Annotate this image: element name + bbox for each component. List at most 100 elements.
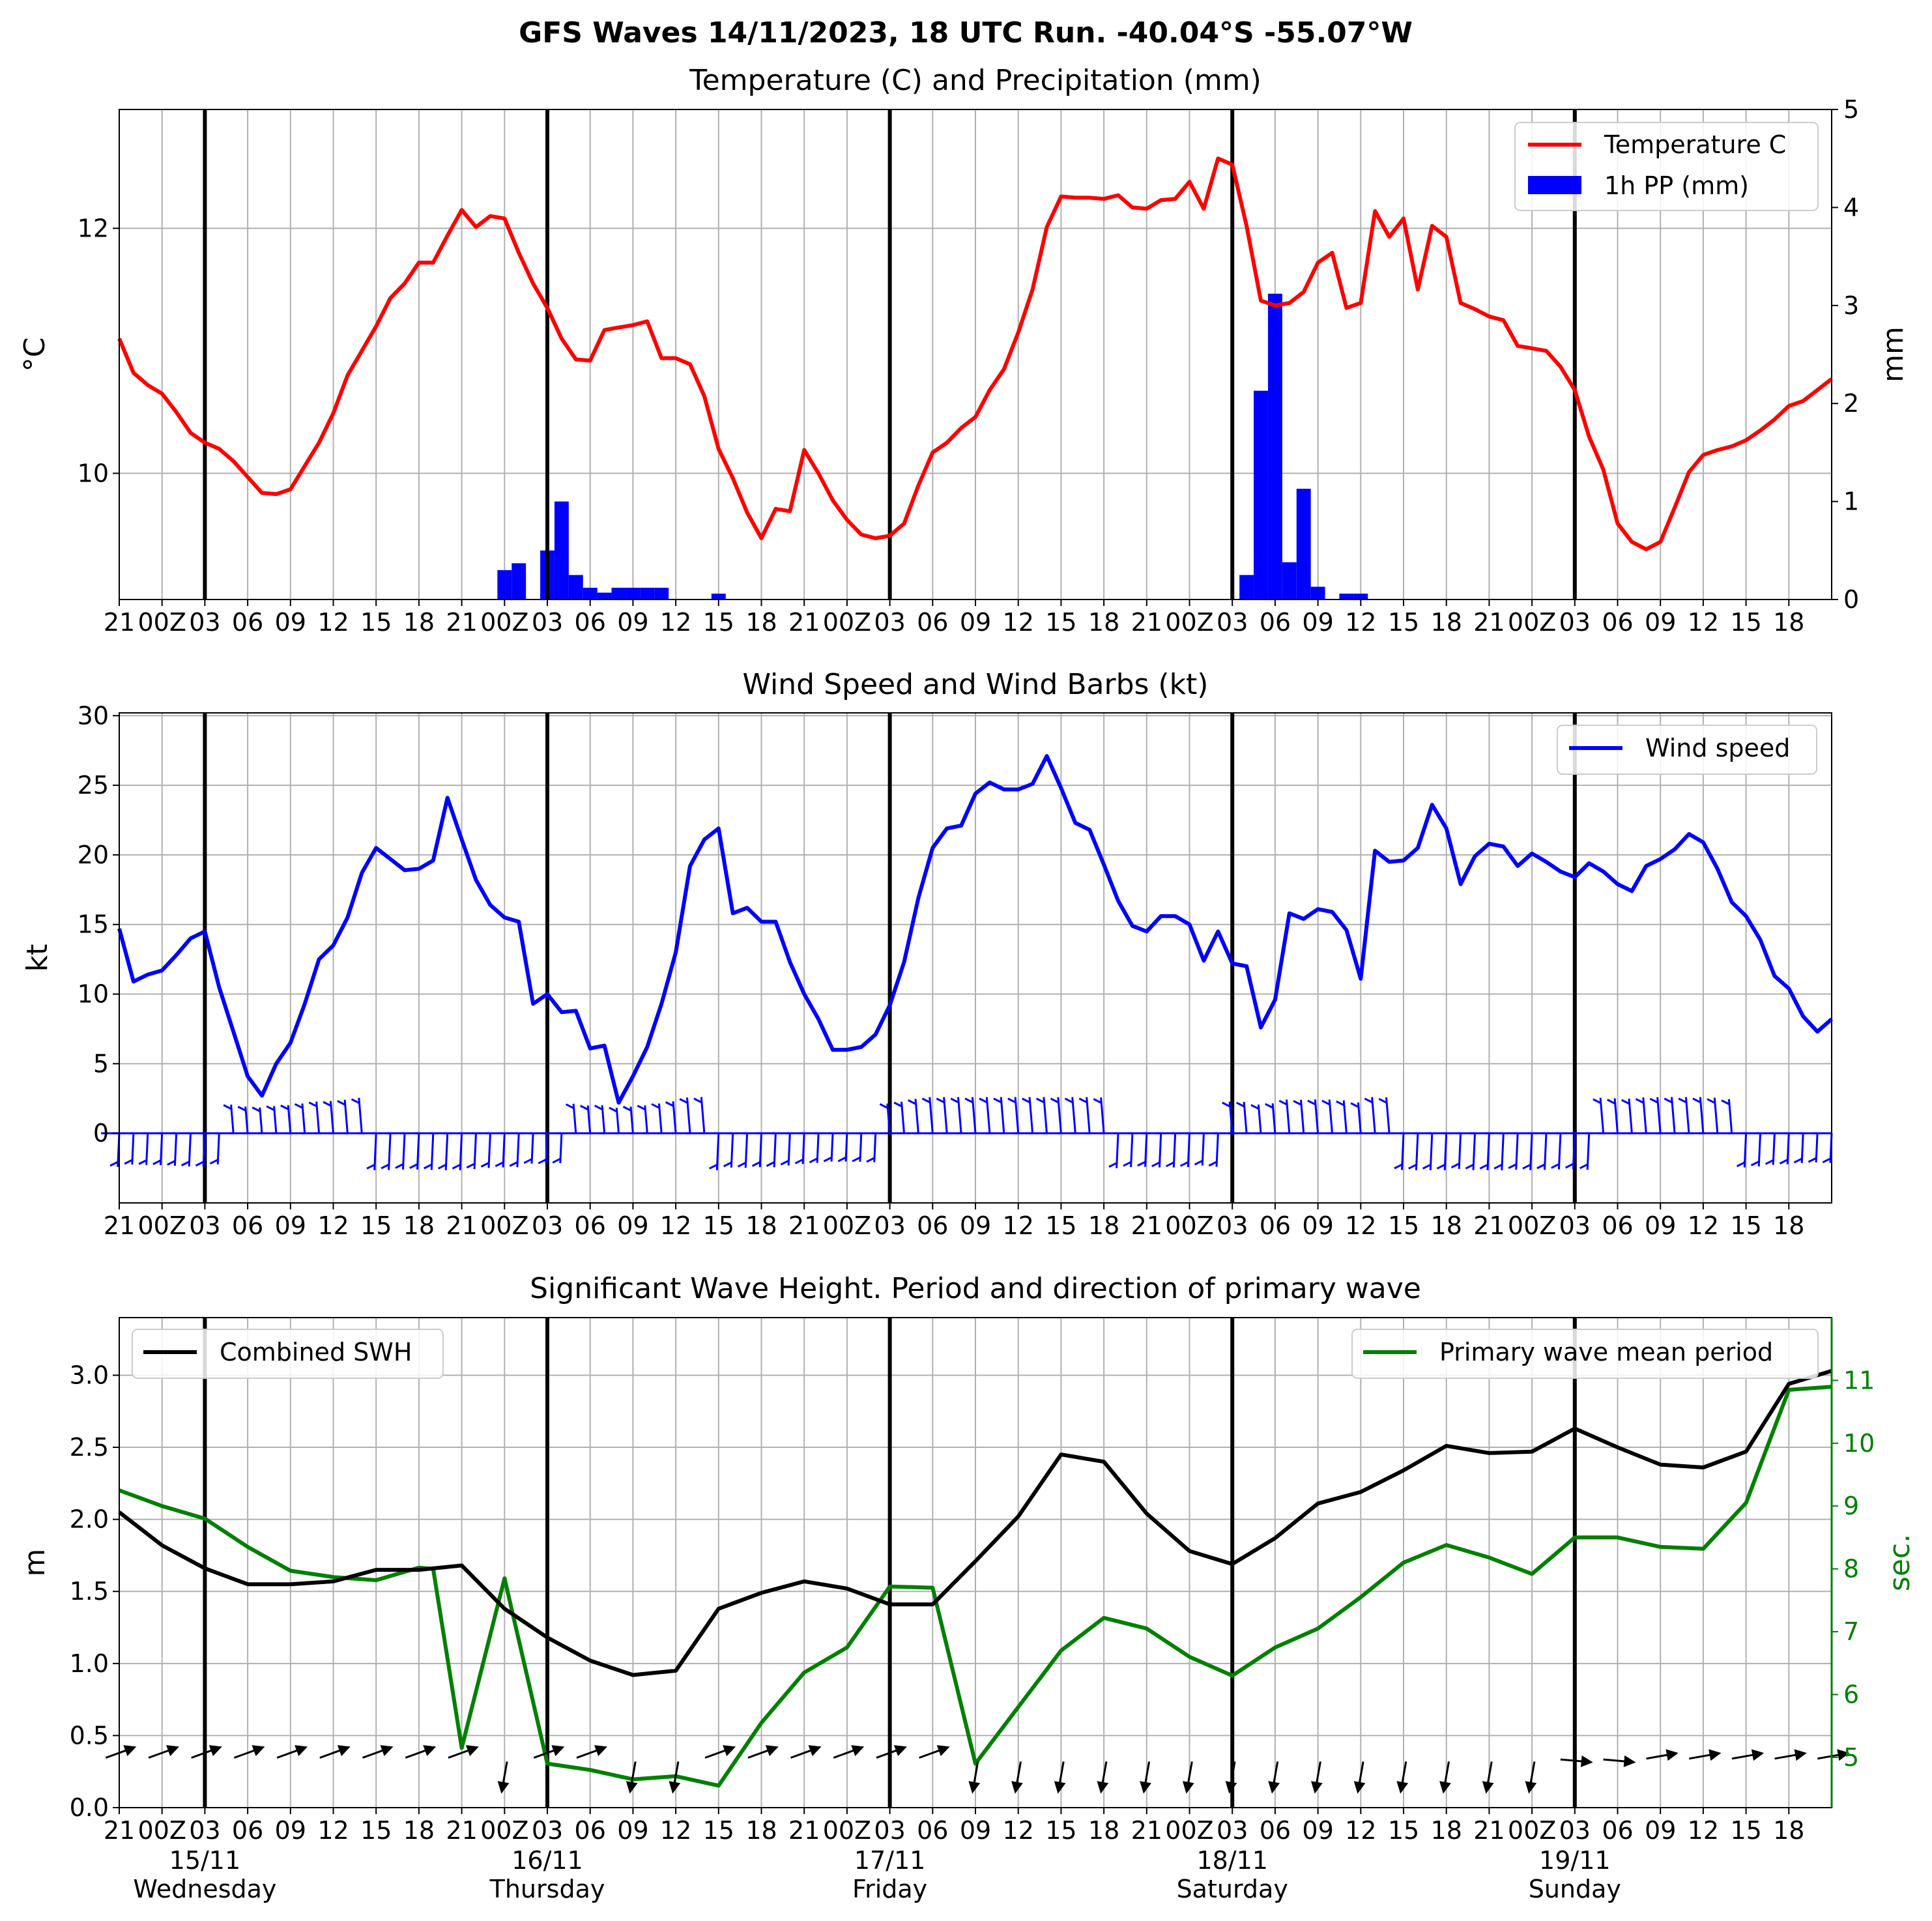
wave-direction-arrow xyxy=(105,1745,137,1759)
precip-bar xyxy=(711,593,726,599)
legend-precip-swatch xyxy=(1528,176,1581,194)
wave-direction-arrow xyxy=(1140,1761,1151,1794)
wind-barb xyxy=(1336,1100,1348,1134)
wind-barb xyxy=(1394,1133,1405,1170)
x-tick-label: 06 xyxy=(917,1211,948,1240)
y-right-tick-label: 7 xyxy=(1843,1617,1859,1646)
precip-bar xyxy=(568,575,583,599)
x-tick-label: 09 xyxy=(617,1816,648,1845)
wind-barb xyxy=(964,1097,977,1134)
x-tick-label: 18 xyxy=(403,1816,435,1845)
wind-barb xyxy=(1607,1098,1619,1134)
wave-direction-arrow xyxy=(533,1745,565,1759)
day-weekday-label: Saturday xyxy=(1177,1875,1288,1903)
day-date-label: 17/11 xyxy=(854,1846,926,1875)
wind-barb xyxy=(651,1103,663,1134)
y-tick-label: 25 xyxy=(78,771,109,800)
y-tick-label: 1.5 xyxy=(70,1577,109,1606)
wind-barb xyxy=(993,1097,1005,1134)
y-right-tick-label: 4 xyxy=(1843,193,1859,222)
x-tick-label: 06 xyxy=(575,1816,606,1845)
day-weekday-label: Sunday xyxy=(1529,1875,1621,1903)
x-tick-label: 06 xyxy=(232,608,263,637)
wind-barb xyxy=(837,1133,848,1163)
legend-precip-label: 1h PP (mm) xyxy=(1604,171,1749,200)
x-tick-label: 03 xyxy=(874,1816,905,1845)
x-tick-label: 00Z xyxy=(1508,1211,1556,1240)
y-tick-label: 3.0 xyxy=(70,1361,109,1389)
day-date-label: 16/11 xyxy=(512,1846,583,1875)
x-tick-label: 09 xyxy=(1302,1816,1333,1845)
panel3-right-ticks: 5 6 7 8 9 10 11 xyxy=(1832,1366,1875,1772)
wind-barb xyxy=(109,1133,121,1167)
x-tick-label: 00Z xyxy=(823,608,871,637)
wind-barb xyxy=(223,1104,235,1134)
x-tick-label: 09 xyxy=(1302,1211,1333,1240)
wind-barb xyxy=(1364,1097,1376,1134)
x-tick-label: 21 xyxy=(104,608,135,637)
x-tick-label: 15 xyxy=(1045,1816,1076,1845)
wind-barb xyxy=(480,1133,491,1168)
panel2-day-lines xyxy=(203,713,1577,1203)
panel1-grid xyxy=(119,109,1832,599)
x-tick-label: 00Z xyxy=(138,1211,186,1240)
y-tick-label: 10 xyxy=(78,459,109,487)
day-weekday-label: Wednesday xyxy=(133,1875,276,1903)
x-tick-label: 12 xyxy=(1345,1211,1376,1240)
wave-direction-arrow xyxy=(968,1761,981,1794)
panel1-title: Temperature (C) and Precipitation (mm) xyxy=(689,64,1262,97)
wind-barb xyxy=(1208,1133,1219,1167)
x-tick-label: 09 xyxy=(1302,608,1333,637)
wind-barb xyxy=(424,1133,435,1170)
wave-direction-arrow xyxy=(1560,1755,1593,1767)
wave-direction-arrow xyxy=(319,1745,351,1759)
x-tick-label: 15 xyxy=(703,1816,734,1845)
panel2-x-ticks: 21 00Z 03 06 09 12 15 18 21 00Z 03 06 09 12 15 18 21 00Z 0… xyxy=(104,1203,1804,1240)
wind-barb xyxy=(809,1133,820,1164)
wind-barb xyxy=(1151,1133,1162,1168)
x-tick-label: 18 xyxy=(1431,1816,1462,1845)
panel2-legend: Wind speed xyxy=(1557,725,1817,775)
wind-barbs xyxy=(101,1097,1833,1170)
wind-barb xyxy=(1551,1133,1562,1170)
x-tick-label: 18 xyxy=(403,608,435,637)
wave-direction-arrow xyxy=(576,1745,608,1759)
x-tick-label: 03 xyxy=(874,1211,905,1240)
x-tick-label: 15 xyxy=(1388,1211,1419,1240)
precip-bar xyxy=(597,592,612,599)
wave-direction-arrow xyxy=(919,1745,950,1759)
panel1-ylabel: °C xyxy=(18,338,51,372)
x-tick-label: 15 xyxy=(1730,1816,1761,1845)
wind-barb xyxy=(1707,1097,1719,1134)
wave-direction-arrow xyxy=(1396,1761,1409,1794)
x-tick-label: 21 xyxy=(446,1816,477,1845)
y-tick-label: 0.0 xyxy=(70,1793,109,1822)
x-tick-label: 18 xyxy=(1773,1211,1804,1240)
wind-barb xyxy=(1408,1133,1419,1170)
wind-barb xyxy=(266,1105,278,1134)
wind-barb xyxy=(1721,1099,1733,1134)
x-tick-label: 00Z xyxy=(480,1211,528,1240)
x-tick-label: 09 xyxy=(275,1211,306,1240)
x-tick-label: 03 xyxy=(874,608,905,637)
wind-barb xyxy=(1265,1103,1276,1134)
wind-barb xyxy=(1565,1133,1576,1170)
y-tick-label: 5 xyxy=(93,1049,109,1078)
y-tick-label: 2.0 xyxy=(70,1505,109,1534)
wind-barb xyxy=(1078,1097,1091,1134)
wind-barb xyxy=(195,1133,206,1167)
x-tick-label: 12 xyxy=(660,1816,691,1845)
wind-barb xyxy=(921,1097,934,1134)
panel2-left-ticks: 0 5 10 15 20 25 30 xyxy=(78,701,119,1148)
wind-barb xyxy=(209,1133,220,1165)
wave-direction-arrow xyxy=(1225,1761,1237,1794)
x-tick-label: 09 xyxy=(1645,608,1676,637)
wind-barb xyxy=(1278,1099,1291,1134)
day-weekday-label: Friday xyxy=(852,1875,927,1903)
x-tick-label: 06 xyxy=(1260,1211,1291,1240)
wind-barb xyxy=(1649,1097,1662,1134)
wind-barb xyxy=(294,1103,306,1134)
wind-barb xyxy=(1808,1133,1819,1163)
wind-barb xyxy=(1194,1133,1205,1166)
wind-barb xyxy=(124,1133,135,1165)
